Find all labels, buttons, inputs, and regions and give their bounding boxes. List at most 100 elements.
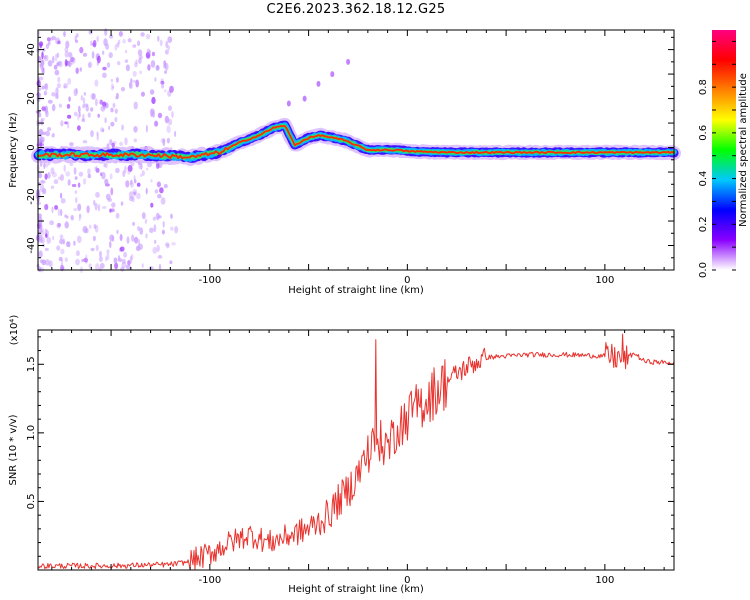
spectrogram-speckle — [120, 266, 125, 272]
snr-y-multiplier: (x10⁴) — [9, 315, 20, 346]
spectrogram-speckle — [152, 216, 156, 221]
spectrogram-speckle — [51, 133, 55, 138]
spectrogram-speckle — [43, 90, 48, 96]
spectrogram-speckle — [115, 92, 119, 100]
spectrogram-speckle — [111, 202, 116, 208]
spectrogram-speckle — [47, 60, 53, 67]
spectrogram-speckle — [110, 107, 114, 113]
colorbar-label: Normalized spectral amplitude — [738, 73, 749, 227]
spectrogram-speckle — [104, 28, 108, 36]
spectrogram-speckle — [82, 140, 88, 144]
spectrogram-speckle — [68, 96, 71, 102]
spectrogram-speckle — [158, 263, 162, 271]
spectrogram-speckle — [117, 61, 121, 66]
spectrogram-speckle — [120, 86, 126, 92]
spectrogram-speckle — [44, 173, 48, 180]
spectrogram-speckle — [130, 181, 134, 188]
spectrogram-speckle — [67, 114, 72, 119]
spectrogram-speckle — [65, 40, 70, 49]
spectrogram-speckle — [122, 170, 126, 178]
spectrogram-speckle — [79, 46, 84, 54]
spectrogram-speckle — [41, 117, 45, 122]
spectrogram-speckle — [71, 183, 77, 188]
spectrogram-speckle — [82, 97, 86, 105]
spectrogram-speckle — [47, 99, 53, 104]
spectrogram-speckle — [56, 62, 60, 67]
spectrogram-speckle — [150, 179, 153, 183]
spectrogram-speckle — [96, 35, 100, 43]
spectrogram-speckle — [73, 167, 77, 175]
spectrogram-speckle — [75, 33, 79, 38]
spectrogram-speckle — [144, 218, 147, 224]
spectrogram-speckle — [110, 83, 114, 91]
spectrogram-speckle — [115, 212, 120, 219]
spectrogram-speckle — [155, 212, 160, 221]
spectrogram-speckle — [171, 111, 174, 118]
spectrogram-speckle — [163, 184, 168, 189]
spectrogram-speckle — [139, 227, 143, 235]
harmonic-speckle — [330, 71, 335, 78]
colorbar: 0.0 0.2 0.4 0.6 0.8 Normalized spectral ampl… — [698, 30, 749, 278]
spectrogram-speckle — [41, 85, 45, 90]
spectrogram-speckle — [106, 62, 111, 68]
spectrogram-speckle — [91, 93, 96, 100]
colorbar-tick-label: 0.0 — [698, 262, 709, 278]
snr-y-tick-label: 1.0 — [26, 425, 37, 441]
spectrogram-speckle — [113, 257, 118, 264]
spectrogram-speckle — [60, 120, 64, 127]
spectrogram-speckle — [67, 60, 72, 68]
spectrogram-speckle — [109, 241, 112, 249]
spectrogram-speckle — [90, 40, 93, 46]
spectrogram-speckle — [73, 240, 76, 246]
spectrogram-speckle — [132, 70, 137, 77]
spectrogram-speckle — [168, 105, 172, 111]
spectrogram-speckle — [128, 191, 134, 199]
spectrogram-speckle — [164, 49, 169, 55]
spectrogram-speckle — [125, 64, 130, 72]
spectrogram-speckle — [119, 141, 124, 147]
spectrogram-speckle — [133, 191, 136, 197]
spectrogram-speckle — [109, 234, 114, 242]
colorbar-scale — [712, 30, 736, 270]
spectrogram-y-tick-label: 40 — [26, 43, 37, 56]
snr-panel: -100 0 100 0.5 1.0 1.5 (x10⁴) Height of strai… — [8, 315, 675, 595]
spectrogram-speckle — [78, 111, 81, 118]
spectrogram-speckle — [148, 266, 154, 271]
spectrogram-speckle — [95, 191, 100, 198]
spectrogram-speckle — [153, 224, 157, 233]
spectrogram-speckle — [110, 208, 115, 213]
spectrogram-speckle — [45, 233, 48, 238]
spectrogram-speckle — [43, 67, 46, 75]
colorbar-tick-label: 0.2 — [698, 216, 709, 232]
spectrogram-speckle — [50, 185, 55, 189]
spectrogram-x-tick-label: 0 — [404, 275, 410, 286]
spectrogram-speckle — [136, 192, 141, 200]
spectrogram-speckle — [51, 36, 57, 41]
snr-line — [37, 333, 675, 570]
spectrogram-speckle — [141, 212, 146, 220]
spectrogram-speckle — [126, 236, 130, 244]
spectrogram-speckle — [46, 37, 51, 42]
spectrogram-speckle — [157, 35, 160, 42]
spectrogram-speckle — [109, 173, 113, 180]
spectrogram-speckle — [145, 187, 148, 195]
spectrogram-speckle — [99, 172, 103, 177]
spectrogram-speckle — [112, 85, 115, 89]
spectrogram-speckle — [87, 112, 91, 118]
ridge-core — [37, 125, 675, 160]
spectrogram-panel: -100 0 100 -40 -20 0 20 40 Height of straight l… — [8, 28, 681, 296]
spectrogram-speckle — [52, 55, 55, 64]
spectrogram-speckle — [63, 83, 68, 89]
spectrogram-speckle — [166, 137, 170, 144]
spectrogram-speckle — [95, 263, 100, 271]
spectrogram-speckle — [46, 236, 52, 244]
spectrogram-speckle — [43, 162, 46, 169]
spectrogram-speckle — [137, 40, 141, 47]
spectrogram-speckle — [134, 179, 137, 184]
spectrogram-speckle — [166, 125, 171, 134]
snr-x-tick-label: 0 — [404, 575, 410, 586]
spectrogram-speckle — [87, 168, 91, 175]
spectrogram-speckle — [164, 89, 167, 93]
spectrogram-noise-speckles — [35, 28, 179, 274]
